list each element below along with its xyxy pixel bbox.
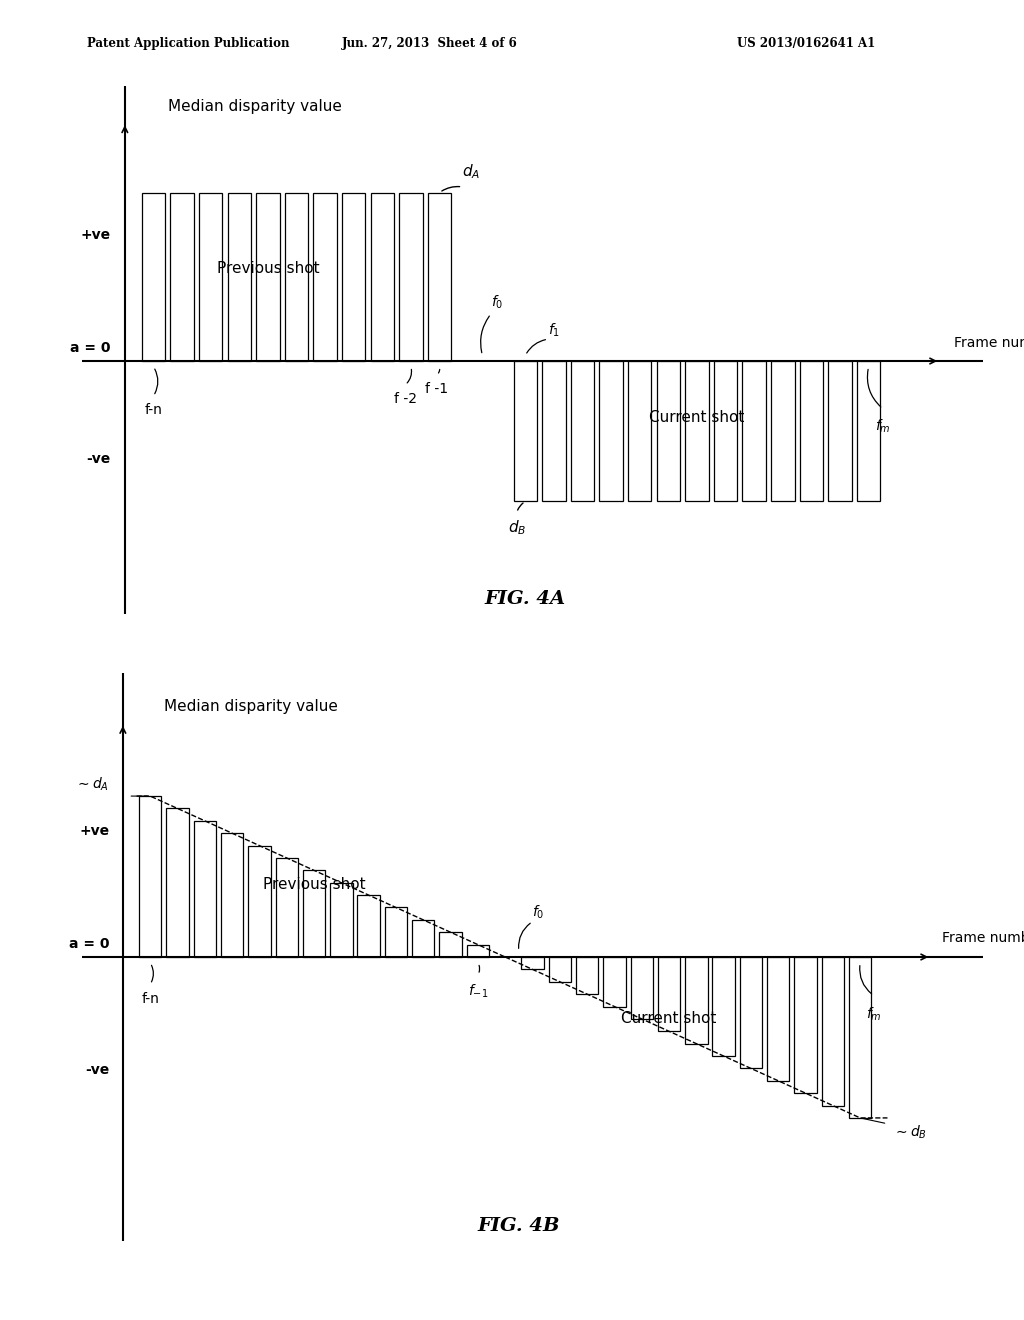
Text: a = 0: a = 0 <box>69 937 110 952</box>
Text: FIG. 4B: FIG. 4B <box>477 1217 560 1236</box>
Text: $f_m$: $f_m$ <box>876 417 891 434</box>
Text: Median disparity value: Median disparity value <box>168 99 342 114</box>
Text: f-n: f-n <box>141 993 159 1006</box>
Bar <box>575 957 598 994</box>
Text: Jun. 27, 2013  Sheet 4 of 6: Jun. 27, 2013 Sheet 4 of 6 <box>342 37 518 50</box>
Bar <box>399 193 423 362</box>
Text: $d_A$: $d_A$ <box>463 162 480 181</box>
Bar <box>570 362 594 502</box>
Text: Previous shot: Previous shot <box>216 261 319 276</box>
Bar <box>166 808 188 957</box>
Bar <box>256 193 280 362</box>
Bar <box>141 193 165 362</box>
Bar <box>857 362 881 502</box>
Bar <box>821 957 844 1106</box>
Text: +ve: +ve <box>81 227 111 242</box>
Text: $f_{-1}$: $f_{-1}$ <box>468 983 488 1001</box>
Bar <box>742 362 766 502</box>
Bar <box>303 870 326 957</box>
Text: f-n: f-n <box>144 403 163 417</box>
Bar <box>221 833 244 957</box>
Bar <box>603 957 626 1007</box>
Bar <box>685 362 709 502</box>
Bar <box>849 957 871 1118</box>
Bar <box>428 193 452 362</box>
Bar <box>371 193 394 362</box>
Bar <box>767 957 790 1081</box>
Bar <box>828 362 852 502</box>
Bar <box>628 362 651 502</box>
Text: +ve: +ve <box>79 825 110 838</box>
Bar <box>771 362 795 502</box>
Text: Current shot: Current shot <box>622 1011 717 1026</box>
Text: $d_B$: $d_B$ <box>508 519 526 537</box>
Text: a = 0: a = 0 <box>70 342 111 355</box>
Bar <box>657 957 680 1031</box>
Bar <box>139 796 162 957</box>
Text: $\sim$$d_B$: $\sim$$d_B$ <box>893 1123 927 1142</box>
Text: f -1: f -1 <box>425 381 449 396</box>
Text: $f_0$: $f_0$ <box>490 293 504 310</box>
Bar <box>170 193 194 362</box>
Bar <box>439 932 462 957</box>
Text: US 2013/0162641 A1: US 2013/0162641 A1 <box>737 37 876 50</box>
Bar <box>714 362 737 502</box>
Text: $f_1$: $f_1$ <box>548 322 560 339</box>
Bar <box>412 920 434 957</box>
Bar <box>521 957 544 969</box>
Text: -ve: -ve <box>85 1063 110 1077</box>
Text: Patent Application Publication: Patent Application Publication <box>87 37 290 50</box>
Bar <box>342 193 366 362</box>
Bar <box>713 957 735 1056</box>
Bar <box>227 193 251 362</box>
Bar <box>313 193 337 362</box>
Bar <box>194 821 216 957</box>
Text: Frame number: Frame number <box>954 335 1024 350</box>
Bar <box>795 957 817 1093</box>
Text: $\sim$$d_A$: $\sim$$d_A$ <box>76 776 110 793</box>
Bar <box>685 957 708 1044</box>
Text: Current shot: Current shot <box>649 409 744 425</box>
Bar <box>631 957 653 1019</box>
Bar <box>656 362 680 502</box>
Bar <box>739 957 762 1068</box>
Bar <box>357 895 380 957</box>
Bar <box>275 858 298 957</box>
Bar <box>467 945 489 957</box>
Text: Frame number: Frame number <box>942 932 1024 945</box>
Bar <box>330 883 352 957</box>
Text: $f_m$: $f_m$ <box>866 1006 882 1023</box>
Text: $f_0$: $f_0$ <box>532 903 545 920</box>
Text: FIG. 4A: FIG. 4A <box>484 590 566 609</box>
Text: Previous shot: Previous shot <box>263 876 366 892</box>
Bar <box>385 907 408 957</box>
Bar <box>514 362 537 502</box>
Bar <box>542 362 565 502</box>
Text: Median disparity value: Median disparity value <box>164 700 338 714</box>
Bar <box>549 957 571 982</box>
Bar <box>800 362 823 502</box>
Text: -ve: -ve <box>86 453 111 466</box>
Bar <box>248 846 270 957</box>
Bar <box>285 193 308 362</box>
Bar <box>599 362 623 502</box>
Text: f -2: f -2 <box>393 392 417 407</box>
Bar <box>199 193 222 362</box>
